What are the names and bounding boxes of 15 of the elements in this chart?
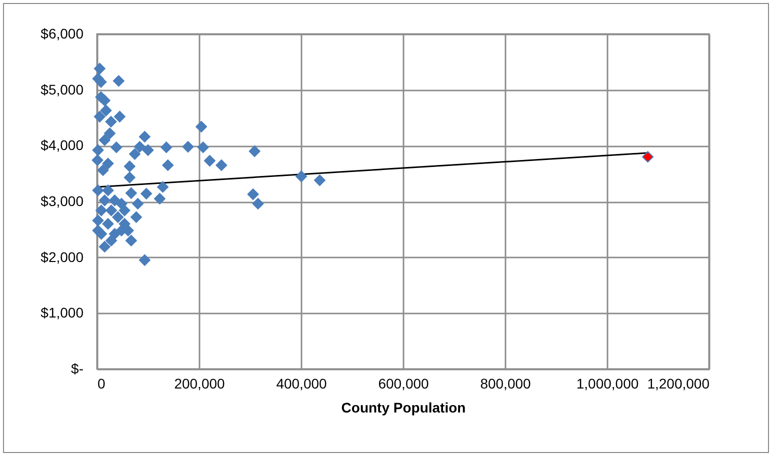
y-tick-label: $5,000 <box>40 81 84 98</box>
x-axis-title: County Population <box>341 400 466 416</box>
y-tick-label: $3,000 <box>40 193 84 209</box>
x-tick-label: 600,000 <box>378 376 430 392</box>
y-tick-label: $4,000 <box>40 137 84 154</box>
y-tick-label: $6,000 <box>40 26 84 42</box>
x-tick-label: 200,000 <box>174 376 226 392</box>
x-tick-label: 800,000 <box>480 376 532 392</box>
x-tick-label: 0 <box>98 376 106 392</box>
y-tick-label: $2,000 <box>40 248 84 265</box>
y-tick-label: $1,000 <box>40 304 84 321</box>
x-tick-label: 400,000 <box>276 376 328 392</box>
x-tick-label: 1,000,000 <box>576 376 639 392</box>
y-tick-label: $- <box>71 360 84 376</box>
x-tick-label: 1,200,000 <box>647 376 710 392</box>
